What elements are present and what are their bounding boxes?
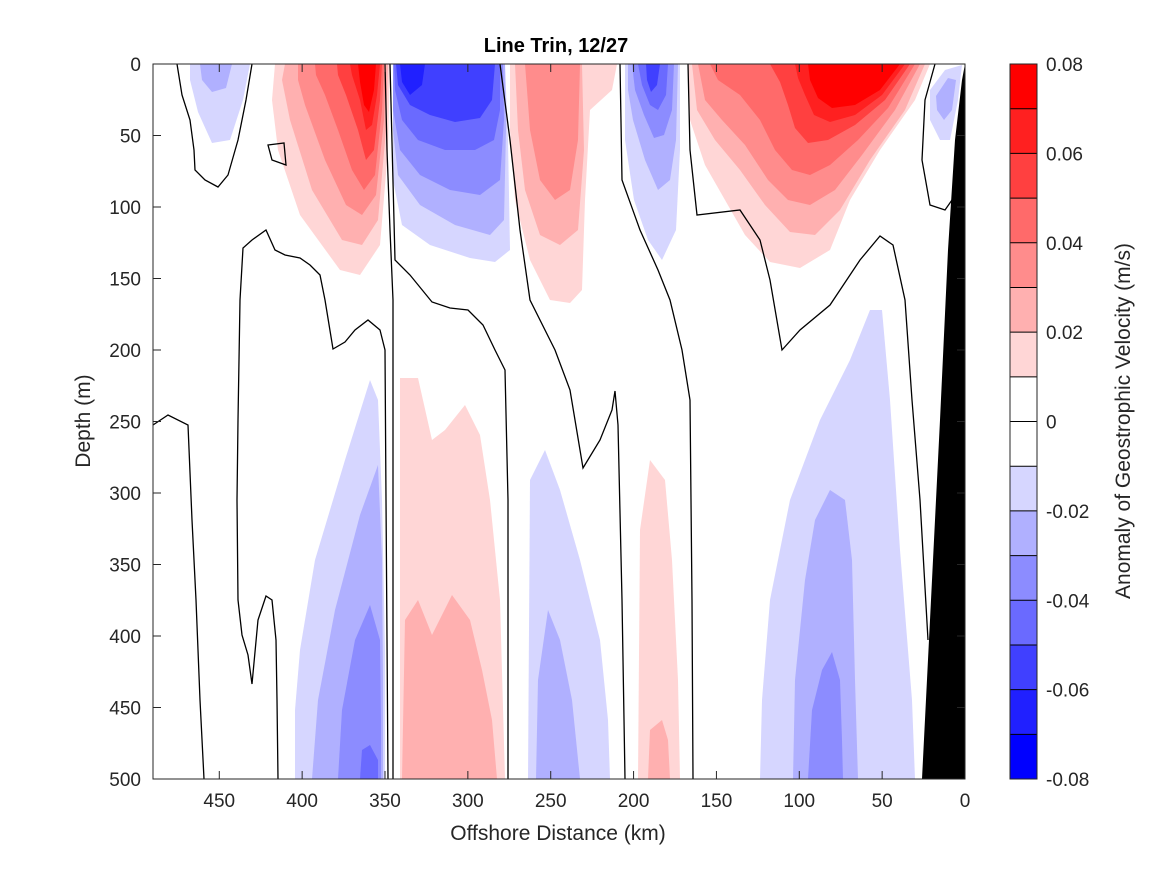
y-tick-label: 500 bbox=[109, 770, 141, 791]
y-tick-label: 350 bbox=[109, 556, 141, 577]
x-tick-label: 100 bbox=[783, 791, 815, 812]
pos-anomaly-east-core bbox=[808, 64, 900, 108]
colorbar-segment bbox=[1010, 153, 1037, 199]
colorbar-tick-label: 0.08 bbox=[1046, 55, 1083, 76]
bathymetry-shelf bbox=[922, 64, 965, 779]
y-tick-label: 400 bbox=[109, 627, 141, 648]
colorbar: 0.08 0.06 0.04 0.02 0 -0.02 -0.04 -0.06 -0.08 bbox=[1009, 55, 1090, 791]
colorbar-segment bbox=[1010, 421, 1037, 467]
colorbar-tick-label: 0.02 bbox=[1046, 323, 1083, 344]
y-axis: 0 50 100 150 200 250 300 350 400 450 500 bbox=[109, 55, 965, 791]
colorbar-tick-label: -0.04 bbox=[1046, 591, 1090, 612]
colorbar-segment bbox=[1010, 287, 1037, 333]
neg-anomaly-deep-east-core bbox=[808, 652, 843, 779]
x-axis: 450 400 350 300 250 200 150 100 50 0 bbox=[203, 64, 970, 812]
neg-anomaly-mid-core bbox=[646, 64, 660, 92]
neg-anomaly-top-west-core bbox=[200, 64, 232, 92]
colorbar-segment bbox=[1010, 644, 1037, 690]
y-tick-label: 200 bbox=[109, 341, 141, 362]
colorbar-segment bbox=[1010, 198, 1037, 243]
x-tick-label: 350 bbox=[369, 791, 401, 812]
colorbar-segment bbox=[1010, 466, 1037, 511]
colorbar-tick-label: -0.06 bbox=[1046, 681, 1089, 702]
x-tick-label: 300 bbox=[452, 791, 484, 812]
neg-anomaly-deep-west-l3 bbox=[338, 605, 381, 779]
y-tick-label: 450 bbox=[109, 699, 141, 720]
colorbar-frame bbox=[1009, 63, 1038, 780]
chart-title: Line Trin, 12/27 bbox=[484, 35, 629, 57]
x-tick-label: 400 bbox=[286, 791, 318, 812]
x-tick-label: 450 bbox=[203, 791, 235, 812]
colorbar-label: Anomaly of Geostrophic Velocity (m/s) bbox=[1112, 243, 1135, 599]
colorbar-segment bbox=[1010, 332, 1037, 377]
neg-anomaly-west-2-core bbox=[400, 64, 425, 95]
pos-anomaly-west-1-core bbox=[358, 64, 376, 112]
colorbar-tick-label: -0.08 bbox=[1046, 770, 1089, 791]
y-tick-label: 300 bbox=[109, 484, 141, 505]
colorbar-segment bbox=[1010, 734, 1037, 779]
neg-anomaly-deep-mid-core bbox=[536, 610, 580, 779]
pos-anomaly-deep-mid-core bbox=[402, 595, 497, 779]
neg-anomaly-top-west bbox=[190, 64, 250, 143]
colorbar-segment bbox=[1010, 64, 1037, 109]
velocity-anomaly-field bbox=[153, 64, 965, 779]
colorbar-segment bbox=[1010, 689, 1037, 735]
colorbar-tick-label: -0.02 bbox=[1046, 502, 1089, 523]
x-tick-label: 150 bbox=[701, 791, 733, 812]
colorbar-segment bbox=[1010, 108, 1037, 154]
x-tick-label: 50 bbox=[872, 791, 893, 812]
neg-anomaly-deep-east-l2 bbox=[793, 490, 858, 779]
y-tick-label: 150 bbox=[109, 270, 141, 291]
colorbar-tick-label: 0 bbox=[1046, 413, 1057, 434]
colorbar-tick-label: 0.06 bbox=[1046, 144, 1083, 165]
x-tick-label: 200 bbox=[618, 791, 650, 812]
colorbar-segment bbox=[1010, 510, 1037, 556]
neg-anomaly-nearshore-core bbox=[936, 78, 956, 120]
x-tick-label: 250 bbox=[535, 791, 567, 812]
x-tick-label: 0 bbox=[960, 791, 971, 812]
zero-contour-lines bbox=[153, 64, 953, 779]
pos-anomaly-mid-l3 bbox=[525, 64, 580, 200]
neg-anomaly-deep-west-core bbox=[360, 745, 378, 779]
colorbar-segment bbox=[1010, 376, 1037, 422]
y-tick-label: 0 bbox=[130, 55, 141, 76]
y-tick-label: 50 bbox=[120, 127, 141, 148]
colorbar-segment bbox=[1010, 242, 1037, 288]
pos-anomaly-deep-east bbox=[638, 460, 680, 779]
colorbar-tick-label: 0.04 bbox=[1046, 234, 1083, 255]
y-tick-label: 100 bbox=[109, 198, 141, 219]
y-axis-label: Depth (m) bbox=[72, 374, 95, 467]
x-axis-label: Offshore Distance (km) bbox=[450, 822, 666, 845]
colorbar-segment bbox=[1010, 600, 1037, 645]
y-tick-label: 250 bbox=[109, 413, 141, 434]
pos-anomaly-deep-east-core bbox=[648, 720, 670, 779]
colorbar-segment bbox=[1010, 555, 1037, 601]
